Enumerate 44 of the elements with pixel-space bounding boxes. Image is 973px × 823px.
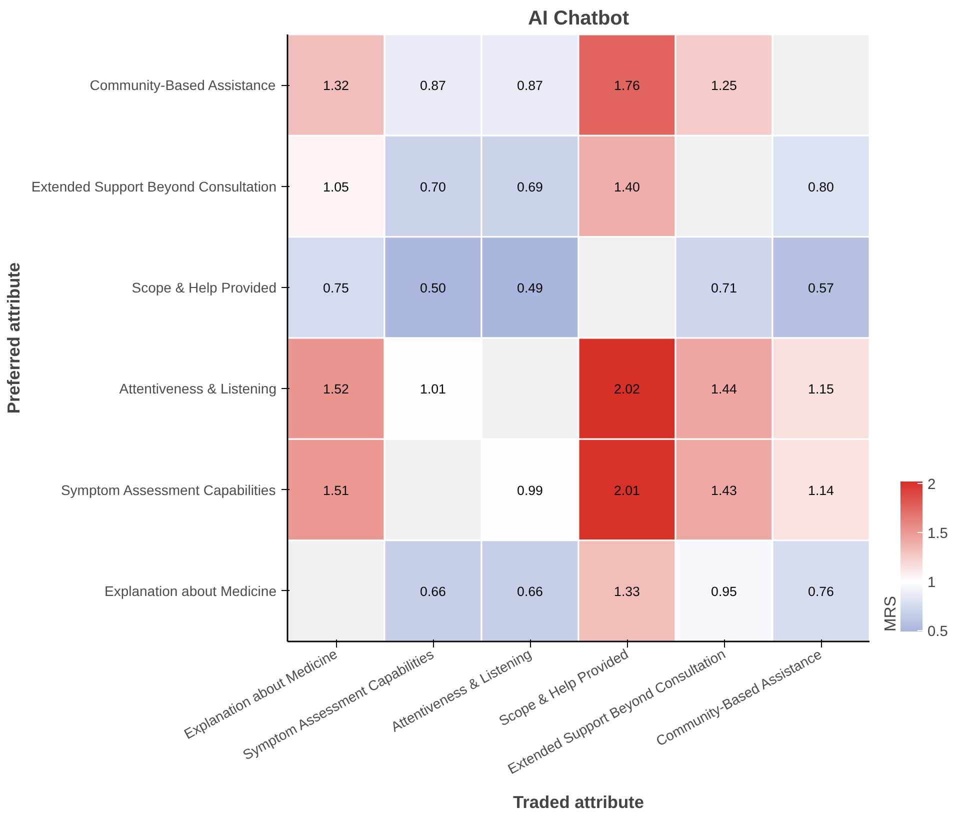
data-label: 1.05	[323, 179, 349, 194]
data-label: 1.76	[614, 78, 640, 94]
color-bar-label: 2	[928, 476, 936, 493]
data-label: 0.99	[517, 482, 543, 498]
color-bar-label: 1.5	[928, 526, 948, 542]
y-tick-label: Community-Based Assistance	[90, 77, 276, 94]
data-label: 0.66	[517, 584, 543, 599]
data-label: 0.71	[711, 280, 737, 296]
y-tick-label: Explanation about Medicine	[104, 582, 277, 599]
color-bar-label: 1	[928, 575, 936, 591]
y-tick-label: Attentiveness & Listening	[119, 380, 277, 397]
data-label: 1.43	[711, 482, 737, 498]
data-label: 1.25	[711, 78, 737, 94]
data-label: 0.70	[420, 179, 446, 194]
data-label: 0.87	[517, 78, 543, 94]
data-label: 1.01	[420, 382, 446, 397]
data-label: 0.57	[808, 280, 834, 296]
y-axis-title: Preferred attribute	[3, 262, 24, 414]
y-tick-label: Extended Support Beyond Consultation	[31, 178, 276, 194]
data-label: 0.87	[420, 78, 446, 94]
data-label: 2.02	[614, 382, 640, 397]
data-label: 1.33	[614, 584, 640, 599]
x-axis-title: Traded attribute	[513, 792, 644, 812]
data-label: 0.75	[323, 280, 349, 296]
color-bar-label: 0.5	[928, 624, 948, 640]
data-label: 0.50	[420, 280, 446, 296]
data-label: 1.32	[323, 78, 349, 94]
data-label: 0.95	[711, 584, 737, 599]
data-label: 1.40	[614, 179, 640, 194]
data-label: 1.14	[808, 482, 835, 498]
data-label: 0.80	[808, 179, 834, 194]
data-label: 0.66	[420, 584, 446, 599]
y-tick-label: Scope & Help Provided	[132, 279, 277, 296]
chart-title: AI Chatbot	[528, 8, 630, 30]
data-label: 1.15	[808, 382, 834, 397]
data-label: 1.51	[323, 482, 349, 498]
data-label: 0.69	[517, 179, 543, 194]
data-label: 0.76	[808, 584, 834, 599]
color-bar-title: MRS	[882, 596, 900, 632]
y-tick-label: Symptom Assessment Capabilities	[60, 482, 276, 498]
data-label: 0.49	[517, 280, 543, 296]
data-label: 1.52	[323, 382, 349, 397]
data-label: 2.01	[614, 482, 640, 498]
data-label: 1.44	[711, 382, 738, 397]
